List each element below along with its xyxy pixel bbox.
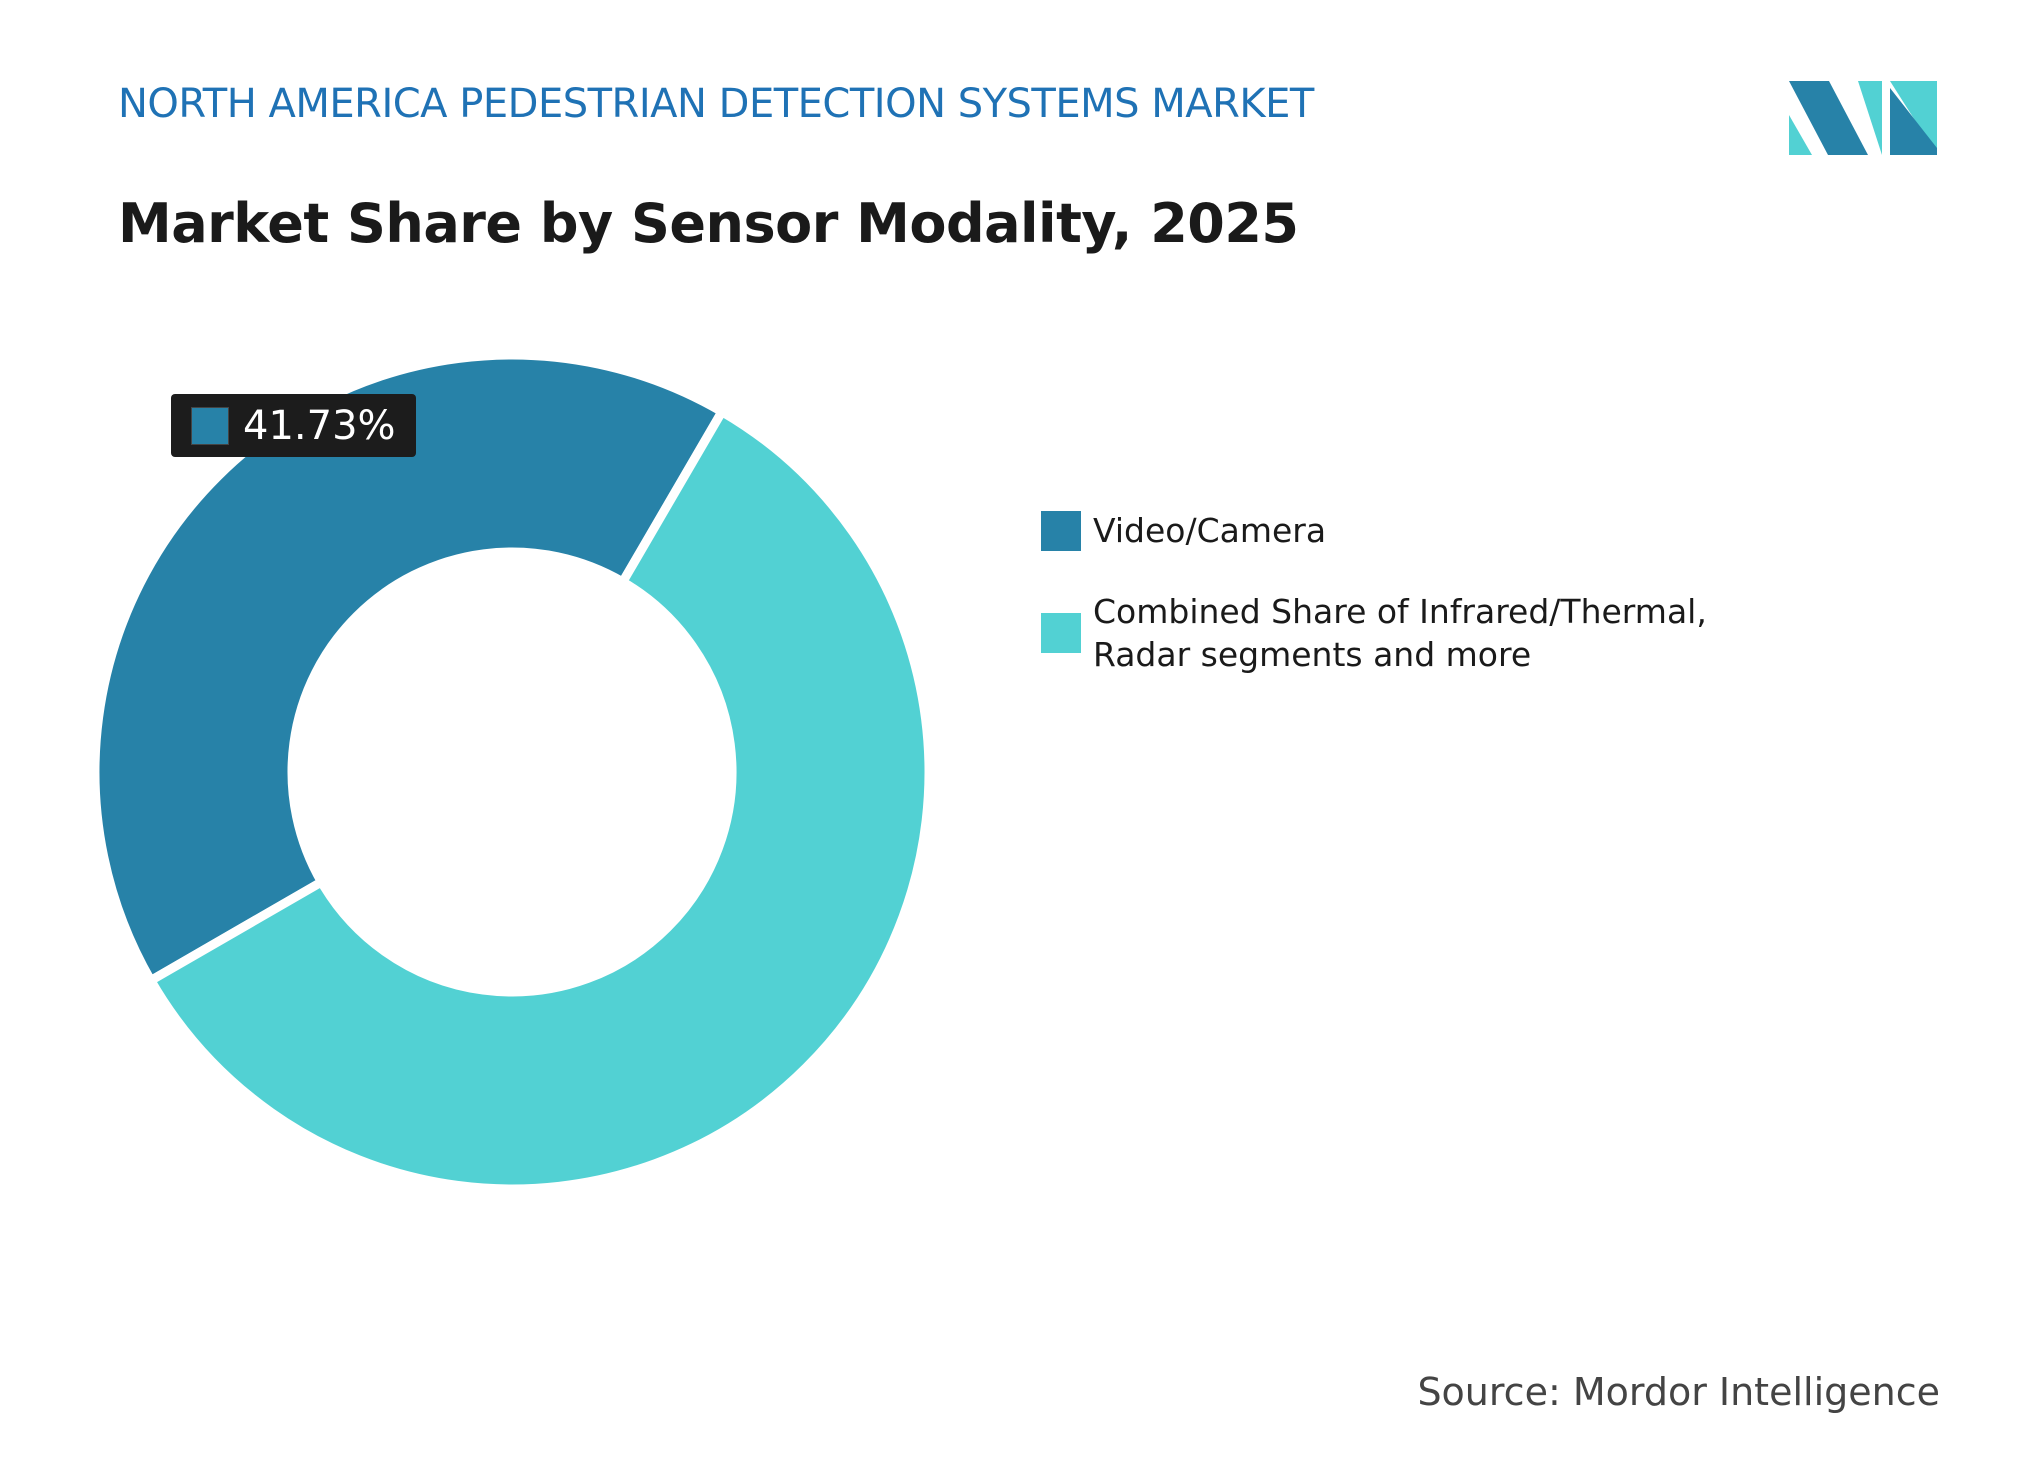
legend-label: Combined Share of Infrared/Thermal, Rada… [1093, 592, 1707, 674]
chart-title: Market Share by Sensor Modality, 2025 [118, 192, 1299, 255]
legend-item: Video/Camera [1041, 509, 1753, 552]
legend-swatch [1041, 613, 1081, 653]
data-label: 41.73% [171, 394, 416, 457]
data-label-text: 41.73% [243, 402, 396, 449]
legend-item: Combined Share of Infrared/Thermal, Rada… [1041, 590, 1733, 676]
source: Source: Mordor Intelligence [1417, 1370, 1940, 1414]
pie-slice [144, 405, 934, 1194]
pie-slice [90, 350, 729, 987]
logo [1789, 81, 1937, 155]
legend-swatch [1041, 510, 1081, 551]
legend-label: Video/Camera [1093, 511, 1327, 550]
data-label-swatch [191, 406, 229, 445]
chart-header: NORTH AMERICA PEDESTRIAN DETECTION SYSTE… [118, 81, 1314, 127]
